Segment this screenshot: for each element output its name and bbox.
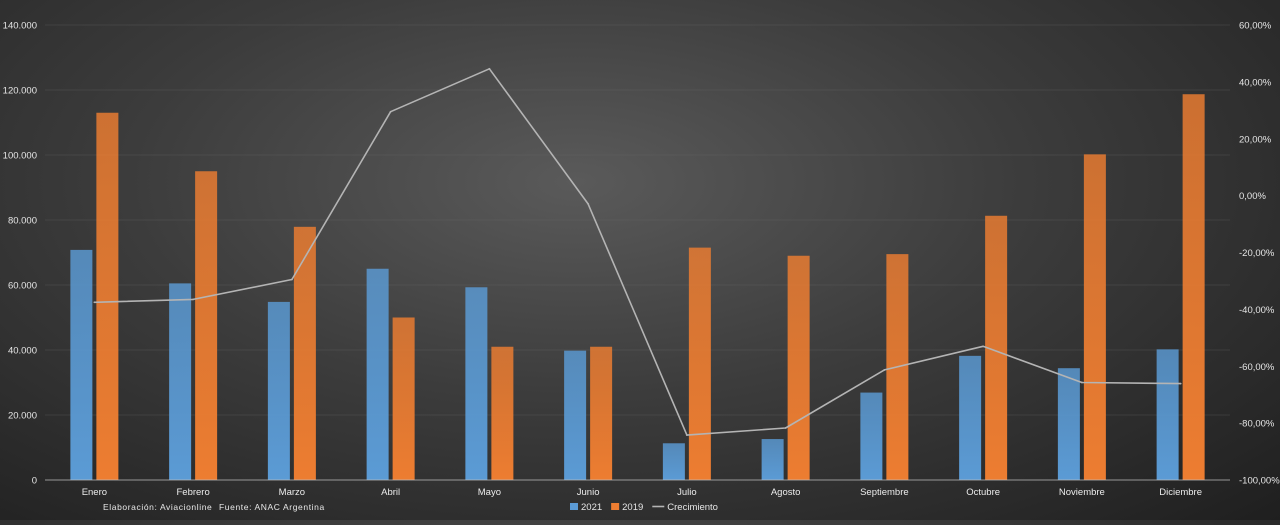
bar-2021-septiembre [860, 392, 883, 480]
point-crecimiento-septiembre [883, 369, 886, 371]
bar-2021-enero [70, 249, 93, 480]
y-right-tick-label: -40,00% [1239, 305, 1275, 316]
point-crecimiento-febrero [192, 298, 195, 301]
bar-2019-marzo [293, 226, 316, 480]
point-crecimiento-abril [389, 110, 392, 113]
bar-2021-agosto [761, 439, 784, 480]
bar-2021-diciembre [1156, 349, 1179, 480]
y-right-tick-label: 60,00% [1239, 21, 1272, 32]
x-tick-label-octubre: Octubre [966, 487, 1000, 498]
legend: 2021 2019 Crecimiento [570, 502, 718, 513]
bar-2021-abril [366, 268, 389, 480]
y-left-tick-label: 120.000 [3, 86, 37, 97]
y-left-tick-label: 40.000 [8, 346, 37, 357]
line-crecimiento [94, 68, 1181, 436]
point-crecimiento-junio [587, 202, 590, 205]
y-right-tick-label: -100,00% [1239, 476, 1280, 487]
bar-2021-julio [662, 443, 685, 480]
growth-line [93, 67, 1182, 436]
bar-2019-abril [392, 317, 415, 480]
bar-2019-junio [590, 346, 613, 480]
bar-2019-mayo [491, 346, 514, 480]
x-tick-label-enero: Enero [82, 487, 107, 498]
point-crecimiento-marzo [290, 278, 293, 281]
axes: 0 20.000 40.000 60.000 80.000 100.000 120.000 1… [3, 21, 1280, 499]
point-crecimiento-diciembre [1179, 382, 1182, 385]
legend-label-2019: 2019 [622, 502, 643, 513]
point-crecimiento-julio [685, 434, 688, 436]
credits: Elaboración: Aviacionline Fuente: ANAC A… [103, 502, 325, 512]
y-left-tick-label: 140.000 [3, 21, 37, 32]
y-right-tick-label: -60,00% [1239, 362, 1275, 373]
legend-label-2021: 2021 [581, 502, 602, 513]
x-tick-label-mayo: Mayo [478, 487, 501, 498]
y-left-tick-label: 20.000 [8, 411, 37, 422]
y-left-tick-label: 0 [32, 476, 37, 487]
bars [70, 94, 1205, 480]
bar-2019-agosto [787, 255, 810, 480]
legend-label-crecimiento: Crecimiento [667, 502, 718, 513]
x-tick-label-junio: Junio [577, 487, 600, 498]
x-tick-label-noviembre: Noviembre [1059, 487, 1105, 498]
legend-swatch-2019 [611, 503, 620, 510]
bar-2021-octubre [959, 355, 982, 480]
point-crecimiento-octubre [982, 345, 985, 348]
bar-2021-mayo [465, 287, 488, 480]
bar-2019-noviembre [1083, 154, 1106, 480]
x-tick-label-agosto: Agosto [771, 487, 801, 498]
point-crecimiento-enero [93, 301, 96, 304]
bar-2019-julio [688, 247, 711, 480]
x-tick-label-abril: Abril [381, 487, 400, 498]
x-tick-label-julio: Julio [677, 487, 697, 498]
x-tick-label-febrero: Febrero [176, 487, 209, 498]
y-right-tick-label: 20,00% [1239, 134, 1272, 145]
x-tick-label-diciembre: Diciembre [1159, 487, 1202, 498]
point-crecimiento-noviembre [1080, 381, 1083, 384]
bar-2019-enero [96, 112, 119, 480]
credit-fuente: Fuente: ANAC Argentina [219, 502, 325, 512]
y-right-tick-label: -20,00% [1239, 248, 1275, 259]
bar-2021-noviembre [1057, 368, 1080, 480]
bar-2019-diciembre [1182, 94, 1205, 480]
bar-2021-junio [564, 350, 587, 480]
y-left-tick-label: 100.000 [3, 151, 37, 162]
x-tick-label-septiembre: Septiembre [860, 487, 909, 498]
gridlines [45, 24, 1230, 416]
point-crecimiento-agosto [784, 427, 787, 429]
y-left-tick-label: 60.000 [8, 281, 37, 292]
credit-elaboracion: Elaboración: Aviacionline [103, 502, 212, 512]
y-right-tick-label: 0,00% [1239, 191, 1266, 202]
y-right-tick-label: 40,00% [1239, 77, 1272, 88]
bar-2019-octubre [985, 215, 1008, 480]
bar-2021-febrero [169, 283, 192, 480]
point-crecimiento-mayo [488, 67, 491, 70]
bar-2019-febrero [195, 171, 218, 480]
x-tick-label-marzo: Marzo [279, 487, 305, 498]
y-right-tick-label: -80,00% [1239, 419, 1275, 430]
y-left-tick-label: 80.000 [8, 216, 37, 227]
bar-2021-marzo [267, 301, 290, 480]
legend-swatch-2021 [570, 503, 578, 510]
